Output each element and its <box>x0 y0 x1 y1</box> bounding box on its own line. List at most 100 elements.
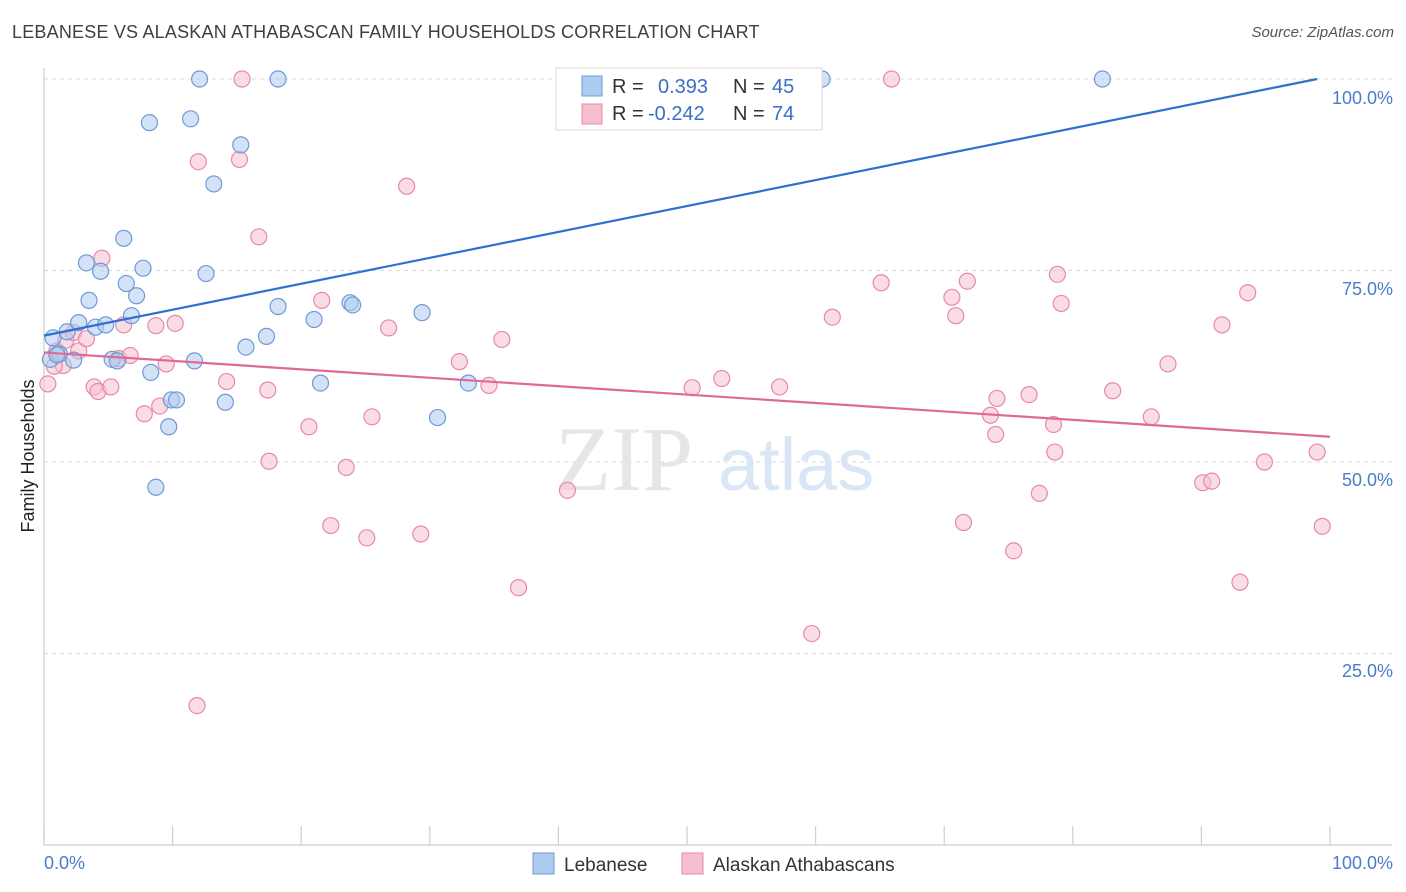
alaskan-point-41 <box>683 379 701 397</box>
lebanese-point-21 <box>160 418 178 436</box>
alaskan-athabascans-points <box>39 70 1331 715</box>
lebanese-point-13 <box>115 229 133 247</box>
bottom-legend-swatch-alaskan <box>681 852 704 875</box>
y-axis-tick-labels: 100.0% 75.0% 50.0% 25.0% <box>1332 88 1393 681</box>
alaskan-point-68 <box>1231 573 1249 591</box>
alaskan-point-39 <box>509 579 528 597</box>
alaskan-point-40 <box>558 481 577 499</box>
chart-title: LEBANESE VS ALASKAN ATHABASCAN FAMILY HO… <box>12 22 760 42</box>
alaskan-point-36 <box>450 353 468 371</box>
lebanese-point-17 <box>134 259 152 277</box>
alaskan-point-71 <box>1308 443 1326 461</box>
alaskan-point-70 <box>1255 453 1274 471</box>
legend-n-value-2: 74 <box>772 103 794 125</box>
legend-r-label-1: R = <box>612 76 644 98</box>
alaskan-point-35 <box>412 525 430 543</box>
legend-box: R = 0.393 N = 45 R = -0.242 N = 74 <box>555 67 823 131</box>
alaskan-point-21 <box>218 372 236 391</box>
alaskan-point-55 <box>1005 542 1023 560</box>
alaskan-point-54 <box>988 389 1006 408</box>
lebanese-point-34 <box>269 297 287 316</box>
lebanese-point-32 <box>257 327 276 345</box>
alaskan-point-46 <box>872 274 890 292</box>
x-tick-label-min: 0.0% <box>44 853 85 873</box>
legend-swatch-lebanese <box>581 75 603 97</box>
source-label: Source: ZipAtlas.com <box>1251 24 1394 41</box>
y-axis-title: Family Households <box>18 379 38 532</box>
alaskan-point-62 <box>1104 382 1122 400</box>
y-tick-label-50: 50.0% <box>1342 470 1393 490</box>
lebanese-point-12 <box>108 352 126 370</box>
lebanese-point-36 <box>311 374 330 392</box>
x-tick-label-max: 100.0% <box>1332 853 1393 873</box>
y-tick-label-75: 75.0% <box>1342 279 1393 299</box>
lebanese-point-7 <box>80 291 98 309</box>
lebanese-point-43 <box>1093 70 1111 88</box>
alaskan-point-27 <box>300 418 318 436</box>
lebanese-point-41 <box>459 374 477 392</box>
lebanese-point-24 <box>182 110 200 128</box>
lebanese-point-39 <box>413 304 431 322</box>
alaskan-point-28 <box>313 291 331 309</box>
alaskan-point-29 <box>322 516 340 535</box>
lebanese-point-18 <box>140 114 159 132</box>
legend-swatch-alaskan <box>581 103 603 125</box>
lebanese-trend-line <box>43 77 1318 337</box>
alaskan-point-61 <box>1052 294 1070 313</box>
y-tick-label-100: 100.0% <box>1332 88 1393 108</box>
alaskan-point-34 <box>398 177 416 195</box>
legend-n-label-1: N = <box>733 76 765 98</box>
legend-n-label-2: N = <box>733 103 765 125</box>
alaskan-point-31 <box>358 529 376 547</box>
lebanese-point-23 <box>167 391 186 409</box>
alaskan-point-30 <box>337 458 355 476</box>
bottom-legend-lebanese: Lebanese <box>564 855 647 876</box>
alaskan-point-32 <box>363 408 381 426</box>
alaskan-point-15 <box>147 317 165 335</box>
alaskan-point-50 <box>954 513 973 532</box>
lebanese-point-16 <box>127 287 146 305</box>
alaskan-point-59 <box>1046 443 1064 461</box>
lebanese-point-9 <box>91 262 110 280</box>
alaskan-point-56 <box>1020 385 1038 404</box>
alaskan-point-72 <box>1313 517 1331 535</box>
alaskan-point-22 <box>230 150 249 169</box>
alaskan-point-14 <box>135 405 153 423</box>
alaskan-point-63 <box>1142 408 1160 426</box>
legend-r-label-2: R = <box>612 103 644 125</box>
lebanese-point-35 <box>305 310 323 329</box>
y-tick-label-25: 25.0% <box>1342 661 1393 681</box>
lebanese-point-38 <box>344 296 362 314</box>
alaskan-athabascans-trend-line <box>43 351 1331 438</box>
alaskan-point-0 <box>39 375 57 393</box>
lebanese-point-30 <box>232 136 250 154</box>
alaskan-point-6 <box>77 330 96 348</box>
alaskan-point-25 <box>259 381 277 399</box>
alaskan-point-67 <box>1213 316 1231 334</box>
x-axis-ticks <box>43 826 1331 845</box>
alaskan-point-51 <box>958 272 976 290</box>
alaskan-point-33 <box>380 319 398 337</box>
alaskan-point-57 <box>1030 484 1048 503</box>
alaskan-point-66 <box>1203 472 1221 490</box>
lebanese-point-5 <box>70 313 88 332</box>
alaskan-point-43 <box>770 378 789 396</box>
lebanese-point-26 <box>191 70 209 88</box>
alaskan-point-45 <box>823 308 841 326</box>
legend-r-value-1: 0.393 <box>658 76 708 98</box>
alaskan-point-18 <box>166 314 184 332</box>
alaskan-point-23 <box>233 70 251 88</box>
lebanese-point-27 <box>197 264 215 283</box>
alaskan-point-19 <box>188 696 206 715</box>
alaskan-point-26 <box>260 452 278 470</box>
lebanese-point-6 <box>77 254 96 272</box>
alaskan-point-24 <box>250 228 268 246</box>
alaskan-point-20 <box>189 153 207 171</box>
bottom-legend-swatch-lebanese <box>532 852 555 875</box>
lebanese-point-19 <box>142 363 160 381</box>
lebanese-point-28 <box>205 175 223 193</box>
lebanese-point-40 <box>428 408 447 427</box>
bottom-legend-alaskan: Alaskan Athabascans <box>713 855 895 876</box>
alaskan-point-58 <box>1044 415 1063 434</box>
watermark-zip: ZIP <box>555 408 693 510</box>
